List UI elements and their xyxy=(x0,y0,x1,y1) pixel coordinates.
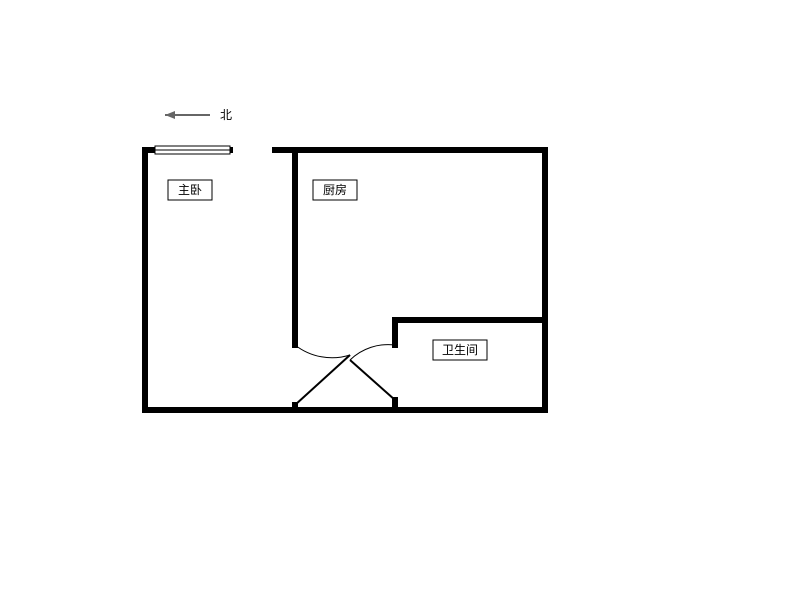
canvas-bg xyxy=(0,0,800,600)
compass-label: 北 xyxy=(220,108,232,122)
room-label-text: 厨房 xyxy=(323,182,347,197)
floor-plan-canvas: 北主卧 厨房卫生间 xyxy=(0,0,800,600)
room-label-text: 卫生间 xyxy=(442,343,478,357)
room-label-text: 主卧 xyxy=(178,183,202,197)
